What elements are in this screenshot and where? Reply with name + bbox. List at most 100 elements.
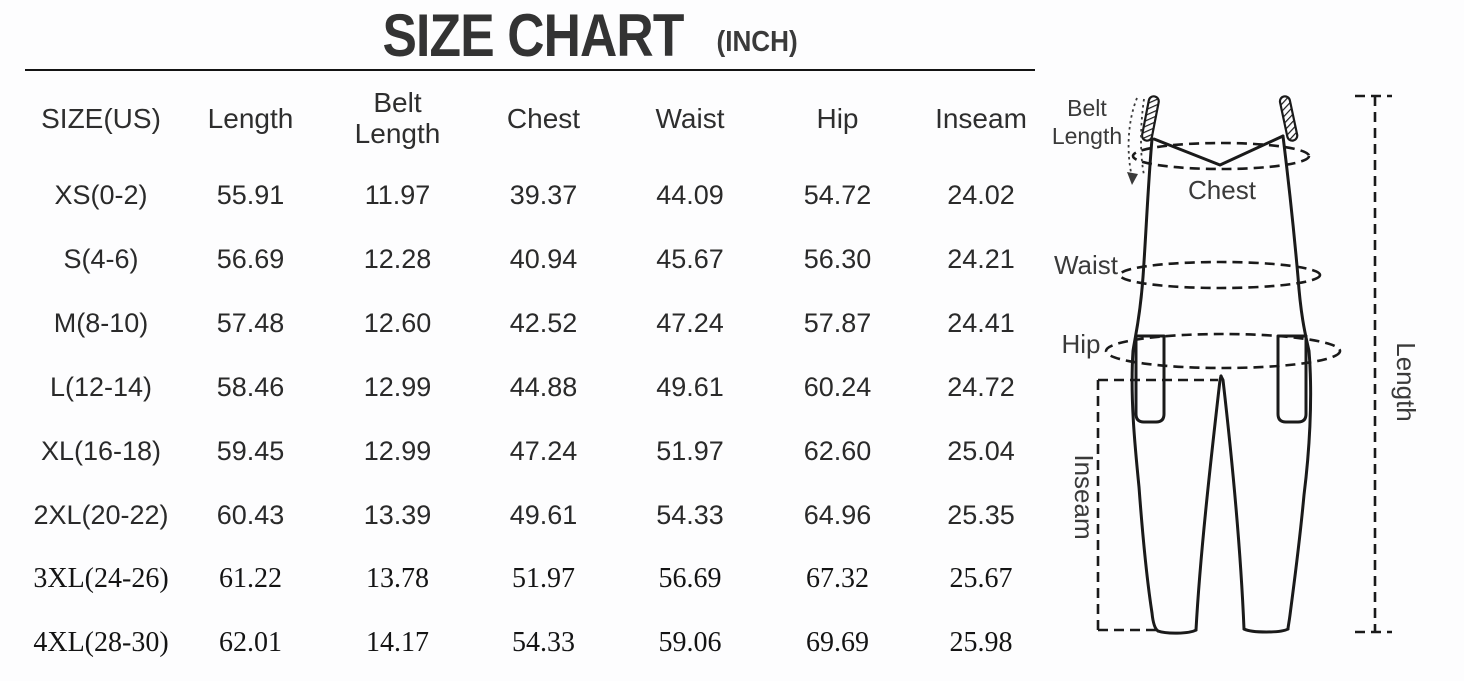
length-label: Length [1391, 342, 1421, 422]
right-pocket [1276, 334, 1308, 424]
value-cell: 56.69 [216, 243, 285, 274]
value-cell: 25.67 [949, 563, 1013, 594]
header-label: Waist [655, 103, 725, 134]
value-cell: 56.30 [803, 243, 872, 274]
value-cell: 58.46 [216, 371, 285, 402]
hip-ellipse [1104, 332, 1342, 370]
value-cell: 54.33 [656, 499, 724, 530]
value-cell: 62.01 [219, 627, 282, 658]
size-cell: 4XL(28-30) [33, 627, 169, 658]
chest-ellipse [1131, 141, 1311, 171]
value-cell: 47.24 [509, 435, 578, 466]
header-label: SIZE(US) [41, 103, 161, 134]
length-measure-lines [1355, 94, 1392, 634]
table-row: L(12-14) 58.46 12.99 44.88 49.61 60.24 24.72 [25, 355, 1057, 419]
value-cell: 13.78 [366, 563, 429, 594]
value-cell: 13.39 [363, 499, 432, 530]
belt-length-label-line2: Length [1052, 123, 1122, 149]
header-cell: Waist [616, 103, 764, 135]
value-cell: 12.60 [363, 307, 432, 338]
left-pocket [1134, 334, 1166, 424]
table-row: XS(0-2) 55.91 11.97 39.37 44.09 54.72 24.02 [25, 163, 1057, 227]
chest-label: Chest [1188, 175, 1257, 205]
table-body: XS(0-2) 55.91 11.97 39.37 44.09 54.72 24.02 S(4… [25, 163, 1057, 675]
value-cell: 11.97 [364, 179, 431, 210]
value-cell: 57.87 [803, 307, 872, 338]
table-row: S(4-6) 56.69 12.28 40.94 45.67 56.30 24.21 [25, 227, 1057, 291]
table-header-row: SIZE(US) Length Belt Length Chest Waist Hip In… [25, 75, 1057, 163]
value-cell: 14.17 [366, 627, 429, 658]
value-cell: 47.24 [656, 307, 724, 338]
inseam-label: Inseam [1069, 454, 1099, 539]
header-cell: SIZE(US) [25, 103, 177, 135]
size-cell: XS(0-2) [54, 179, 148, 210]
value-cell: 24.72 [947, 371, 1015, 402]
value-cell: 12.28 [363, 243, 432, 274]
header-cell: Chest [471, 103, 616, 135]
title-main: SIZE CHART [382, 1, 684, 69]
size-cell: XL(16-18) [40, 435, 162, 466]
measure-ellipses [1104, 141, 1342, 370]
garment-diagram: Belt Length Chest Waist Hip Inseam Lengt… [1052, 94, 1421, 635]
value-cell: 67.32 [806, 563, 869, 594]
size-cell: S(4-6) [63, 243, 139, 274]
value-cell: 42.52 [509, 307, 578, 338]
value-cell: 69.69 [806, 627, 869, 658]
value-cell: 44.09 [656, 179, 724, 210]
value-cell: 56.69 [658, 563, 722, 594]
table-row: 2XL(20-22) 60.43 13.39 49.61 54.33 64.96 25.35 [25, 483, 1057, 547]
right-strap-icon [1278, 95, 1299, 142]
value-cell: 59.06 [658, 627, 722, 658]
value-cell: 25.35 [947, 499, 1015, 530]
value-cell: 44.88 [509, 371, 578, 402]
header-label: Belt Length [354, 87, 441, 149]
table-row: 4XL(28-30) 62.01 14.17 54.33 59.06 69.69 25.98 [25, 611, 1057, 675]
value-cell: 25.04 [947, 435, 1015, 466]
value-cell: 57.48 [216, 307, 285, 338]
header-label: Inseam [935, 103, 1027, 134]
header-cell: Length [177, 103, 324, 135]
hip-label: Hip [1061, 329, 1100, 359]
title-unit: (INCH) [716, 25, 798, 58]
value-cell: 54.72 [803, 179, 872, 210]
value-cell: 49.61 [509, 499, 578, 530]
value-cell: 61.22 [219, 563, 282, 594]
value-cell: 45.67 [656, 243, 724, 274]
size-cell: 2XL(20-22) [33, 499, 169, 530]
title-divider [25, 69, 1035, 71]
value-cell: 62.60 [803, 435, 872, 466]
value-cell: 59.45 [216, 435, 285, 466]
value-cell: 12.99 [363, 371, 432, 402]
value-cell: 51.97 [512, 563, 575, 594]
value-cell: 39.37 [509, 179, 578, 210]
value-cell: 24.02 [947, 179, 1015, 210]
belt-length-label-line1: Belt [1067, 95, 1107, 121]
header-label: Hip [816, 103, 859, 134]
value-cell: 25.98 [949, 627, 1013, 658]
size-cell: M(8-10) [53, 307, 149, 338]
value-cell: 51.97 [656, 435, 724, 466]
belt-length-arrow-icon [1127, 97, 1145, 185]
value-cell: 55.91 [216, 179, 285, 210]
value-cell: 49.61 [656, 371, 724, 402]
value-cell: 24.21 [947, 243, 1015, 274]
page-title: SIZE CHART (INCH) [25, 0, 1035, 70]
table-row: XL(16-18) 59.45 12.99 47.24 51.97 62.60 25.04 [25, 419, 1057, 483]
value-cell: 64.96 [803, 499, 872, 530]
header-label: Chest [506, 103, 581, 134]
waist-ellipse [1118, 260, 1322, 290]
value-cell: 60.43 [216, 499, 285, 530]
size-cell: L(12-14) [49, 371, 153, 402]
table-row: M(8-10) 57.48 12.60 42.52 47.24 57.87 24.41 [25, 291, 1057, 355]
size-cell: 3XL(24-26) [33, 563, 169, 594]
header-cell: Inseam [911, 103, 1051, 135]
inseam-measure-lines [1096, 378, 1218, 632]
overall-outline [1130, 134, 1313, 635]
value-cell: 54.33 [512, 627, 575, 658]
waist-label: Waist [1054, 250, 1119, 280]
table-row: 3XL(24-26) 61.22 13.78 51.97 56.69 67.32 25.67 [25, 547, 1057, 611]
header-cell: Hip [764, 103, 911, 135]
value-cell: 12.99 [363, 435, 432, 466]
header-label: Length [207, 103, 294, 134]
